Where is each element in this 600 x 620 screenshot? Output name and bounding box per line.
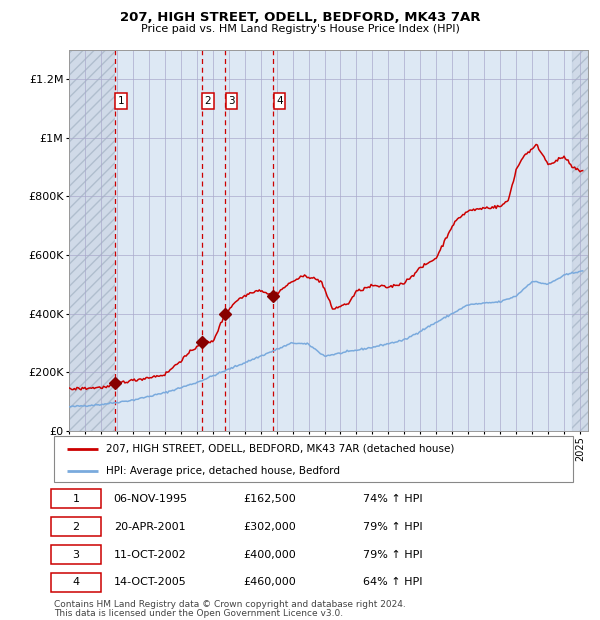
Bar	[273, 50, 572, 431]
Text: 74% ↑ HPI: 74% ↑ HPI	[363, 494, 422, 504]
Text: 64% ↑ HPI: 64% ↑ HPI	[363, 577, 422, 588]
Text: This data is licensed under the Open Government Licence v3.0.: This data is licensed under the Open Gov…	[54, 609, 343, 618]
FancyBboxPatch shape	[54, 436, 573, 482]
Bar	[69, 50, 115, 431]
Text: 14-OCT-2005: 14-OCT-2005	[113, 577, 187, 588]
Text: 1: 1	[73, 494, 80, 504]
Bar	[202, 50, 226, 431]
Text: £460,000: £460,000	[244, 577, 296, 588]
Text: £400,000: £400,000	[244, 549, 296, 560]
Text: 1: 1	[118, 96, 124, 106]
Bar	[115, 50, 202, 431]
Bar	[226, 50, 273, 431]
Text: 4: 4	[276, 96, 283, 106]
Text: Price paid vs. HM Land Registry's House Price Index (HPI): Price paid vs. HM Land Registry's House …	[140, 24, 460, 33]
Bar	[69, 50, 115, 431]
Text: 2: 2	[73, 521, 80, 532]
Bar	[572, 50, 588, 431]
Text: 11-OCT-2002: 11-OCT-2002	[113, 549, 187, 560]
FancyBboxPatch shape	[52, 517, 101, 536]
FancyBboxPatch shape	[52, 489, 101, 508]
FancyBboxPatch shape	[52, 545, 101, 564]
Text: HPI: Average price, detached house, Bedford: HPI: Average price, detached house, Bedf…	[106, 466, 340, 476]
Bar	[572, 50, 588, 431]
Text: 3: 3	[73, 549, 80, 560]
Text: 79% ↑ HPI: 79% ↑ HPI	[363, 549, 422, 560]
Text: Contains HM Land Registry data © Crown copyright and database right 2024.: Contains HM Land Registry data © Crown c…	[54, 600, 406, 609]
Text: 79% ↑ HPI: 79% ↑ HPI	[363, 521, 422, 532]
Text: 207, HIGH STREET, ODELL, BEDFORD, MK43 7AR (detached house): 207, HIGH STREET, ODELL, BEDFORD, MK43 7…	[106, 444, 454, 454]
Text: 207, HIGH STREET, ODELL, BEDFORD, MK43 7AR: 207, HIGH STREET, ODELL, BEDFORD, MK43 7…	[120, 11, 480, 24]
Text: 3: 3	[228, 96, 235, 106]
FancyBboxPatch shape	[52, 573, 101, 592]
Text: 2: 2	[205, 96, 211, 106]
Text: £302,000: £302,000	[244, 521, 296, 532]
Text: £162,500: £162,500	[244, 494, 296, 504]
Text: 20-APR-2001: 20-APR-2001	[113, 521, 185, 532]
Text: 06-NOV-1995: 06-NOV-1995	[113, 494, 188, 504]
Text: 4: 4	[73, 577, 80, 588]
